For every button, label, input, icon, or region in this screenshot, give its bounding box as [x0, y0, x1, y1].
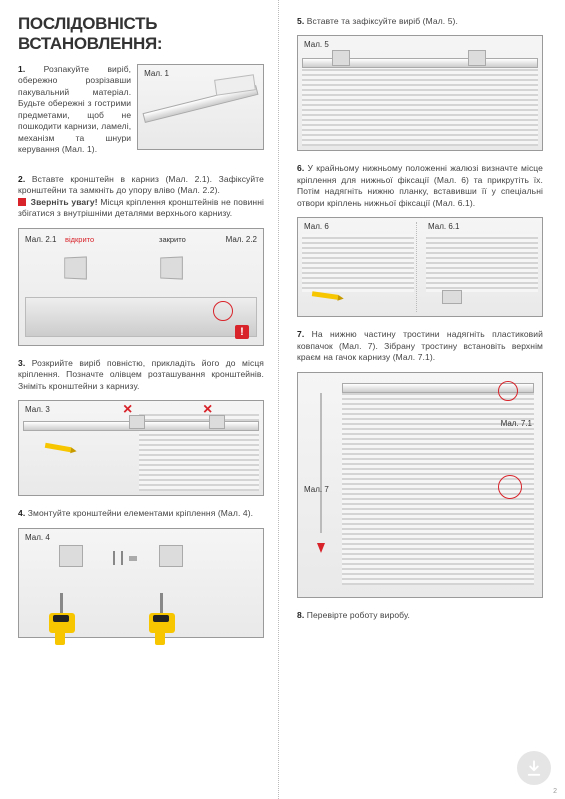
- step-7-body: На нижню частину тростини надягніть плас…: [297, 329, 543, 362]
- fig4-bracket-1: [59, 545, 83, 567]
- instruction-page: ПОСЛІДОВНІСТЬ ВСТАНОВЛЕННЯ: 1. Розпакуйт…: [0, 0, 565, 799]
- warning-label: Зверніть увагу!: [31, 197, 98, 207]
- warning-icon: [18, 198, 26, 206]
- label-open: відкрито: [65, 235, 94, 244]
- step-3-num: 3.: [18, 358, 25, 368]
- figure-3: Мал. 3 × ×: [18, 400, 264, 496]
- fig5-bracket-1: [332, 50, 350, 66]
- fig6-pencil: [312, 292, 338, 301]
- step-2-num: 2.: [18, 174, 25, 184]
- step-5-text: 5. Вставте та зафіксуйте виріб (Мал. 5).: [297, 16, 543, 27]
- step-6-body: У крайньому нижньому положенні жалюзі ви…: [297, 163, 543, 207]
- step-7-text: 7. На нижню частину тростини надягніть п…: [297, 329, 543, 363]
- drill-icon-1: [49, 593, 79, 643]
- step-4-body: Змонтуйте кронштейни елементами кріпленн…: [28, 508, 253, 518]
- bracket-closed: [160, 256, 183, 279]
- step-8-num: 8.: [297, 610, 304, 620]
- figure-4-label: Мал. 4: [25, 533, 50, 542]
- x-mark-2: ×: [203, 403, 217, 417]
- fig5-blinds: [302, 66, 538, 146]
- right-column: 5. Вставте та зафіксуйте виріб (Мал. 5).…: [279, 0, 565, 799]
- fig4-bracket-2: [159, 545, 183, 567]
- page-number: 2: [553, 788, 557, 795]
- step-2-body: Вставте кронштейн в карниз (Мал. 2.1). З…: [18, 174, 264, 195]
- step-4-text: 4. Змонтуйте кронштейни елементами кріпл…: [18, 508, 264, 519]
- drill-icon-2: [149, 593, 179, 643]
- fig6-clip: [442, 290, 462, 304]
- figure-7: Мал. 7 Мал. 7.1: [297, 372, 543, 598]
- figure-3-label: Мал. 3: [25, 405, 50, 414]
- fig5-bracket-2: [468, 50, 486, 66]
- fig6-blinds-left: [302, 234, 414, 292]
- label-closed: закрито: [159, 235, 186, 244]
- step-1-text: 1. Розпакуйте виріб, обережно розрізавши…: [18, 64, 131, 162]
- x-mark-1: ×: [123, 403, 137, 417]
- figure-4: Мал. 4: [18, 528, 264, 638]
- figure-6-label: Мал. 6: [304, 222, 329, 231]
- step-8-text: 8. Перевірте роботу виробу.: [297, 610, 543, 621]
- fig6-divider: [416, 222, 417, 312]
- step-5-body: Вставте та зафіксуйте виріб (Мал. 5).: [307, 16, 458, 26]
- figure-6: Мал. 6 Мал. 6.1: [297, 217, 543, 317]
- figure-5-label: Мал. 5: [304, 40, 329, 49]
- figure-7-label: Мал. 7: [304, 485, 329, 494]
- step-6-text: 6. У крайньому нижньому положенні жалюзі…: [297, 163, 543, 209]
- fig7-circle-bottom: [498, 475, 522, 499]
- bracket-open: [64, 256, 87, 279]
- step-8-body: Перевірте роботу виробу.: [307, 610, 410, 620]
- fig7-circle-top: [498, 381, 518, 401]
- step-1-body: Розпакуйте виріб, обережно розрізавши па…: [18, 64, 131, 154]
- figure-61-label: Мал. 6.1: [428, 222, 459, 231]
- step-1: 1. Розпакуйте виріб, обережно розрізавши…: [18, 64, 264, 162]
- download-arrow-icon: [517, 751, 551, 785]
- step-2-text: 2. Вставте кронштейн в карниз (Мал. 2.1)…: [18, 174, 264, 220]
- figure-71-label: Мал. 7.1: [501, 419, 532, 428]
- pencil-icon: [45, 443, 71, 452]
- step-3-text: 3. Розкрийте виріб повністю, прикладіть …: [18, 358, 264, 392]
- step-3-body: Розкрийте виріб повністю, прикладіть йог…: [18, 358, 264, 391]
- step-7-num: 7.: [297, 329, 304, 339]
- page-title: ПОСЛІДОВНІСТЬ ВСТАНОВЛЕННЯ:: [18, 14, 264, 54]
- fig6-blinds-right: [426, 234, 538, 292]
- figure-22-label: Мал. 2.2: [226, 235, 257, 244]
- figure-5: Мал. 5: [297, 35, 543, 151]
- detail-circle: [213, 301, 233, 321]
- figure-1: Мал. 1: [137, 64, 264, 150]
- figure-21-label: Мал. 2.1: [25, 235, 56, 244]
- figure-2: Мал. 2.1 відкрито закрито Мал. 2.2 !: [18, 228, 264, 346]
- step-6-num: 6.: [297, 163, 304, 173]
- warning-marker: !: [235, 325, 249, 339]
- step-5-num: 5.: [297, 16, 304, 26]
- step-4-num: 4.: [18, 508, 25, 518]
- left-column: ПОСЛІДОВНІСТЬ ВСТАНОВЛЕННЯ: 1. Розпакуйт…: [0, 0, 279, 799]
- fig7-wand: [320, 393, 322, 533]
- fig7-wand-tip: [317, 543, 325, 553]
- figure-1-label: Мал. 1: [144, 69, 169, 78]
- step-1-num: 1.: [18, 64, 25, 74]
- fig4-screws: [109, 551, 139, 569]
